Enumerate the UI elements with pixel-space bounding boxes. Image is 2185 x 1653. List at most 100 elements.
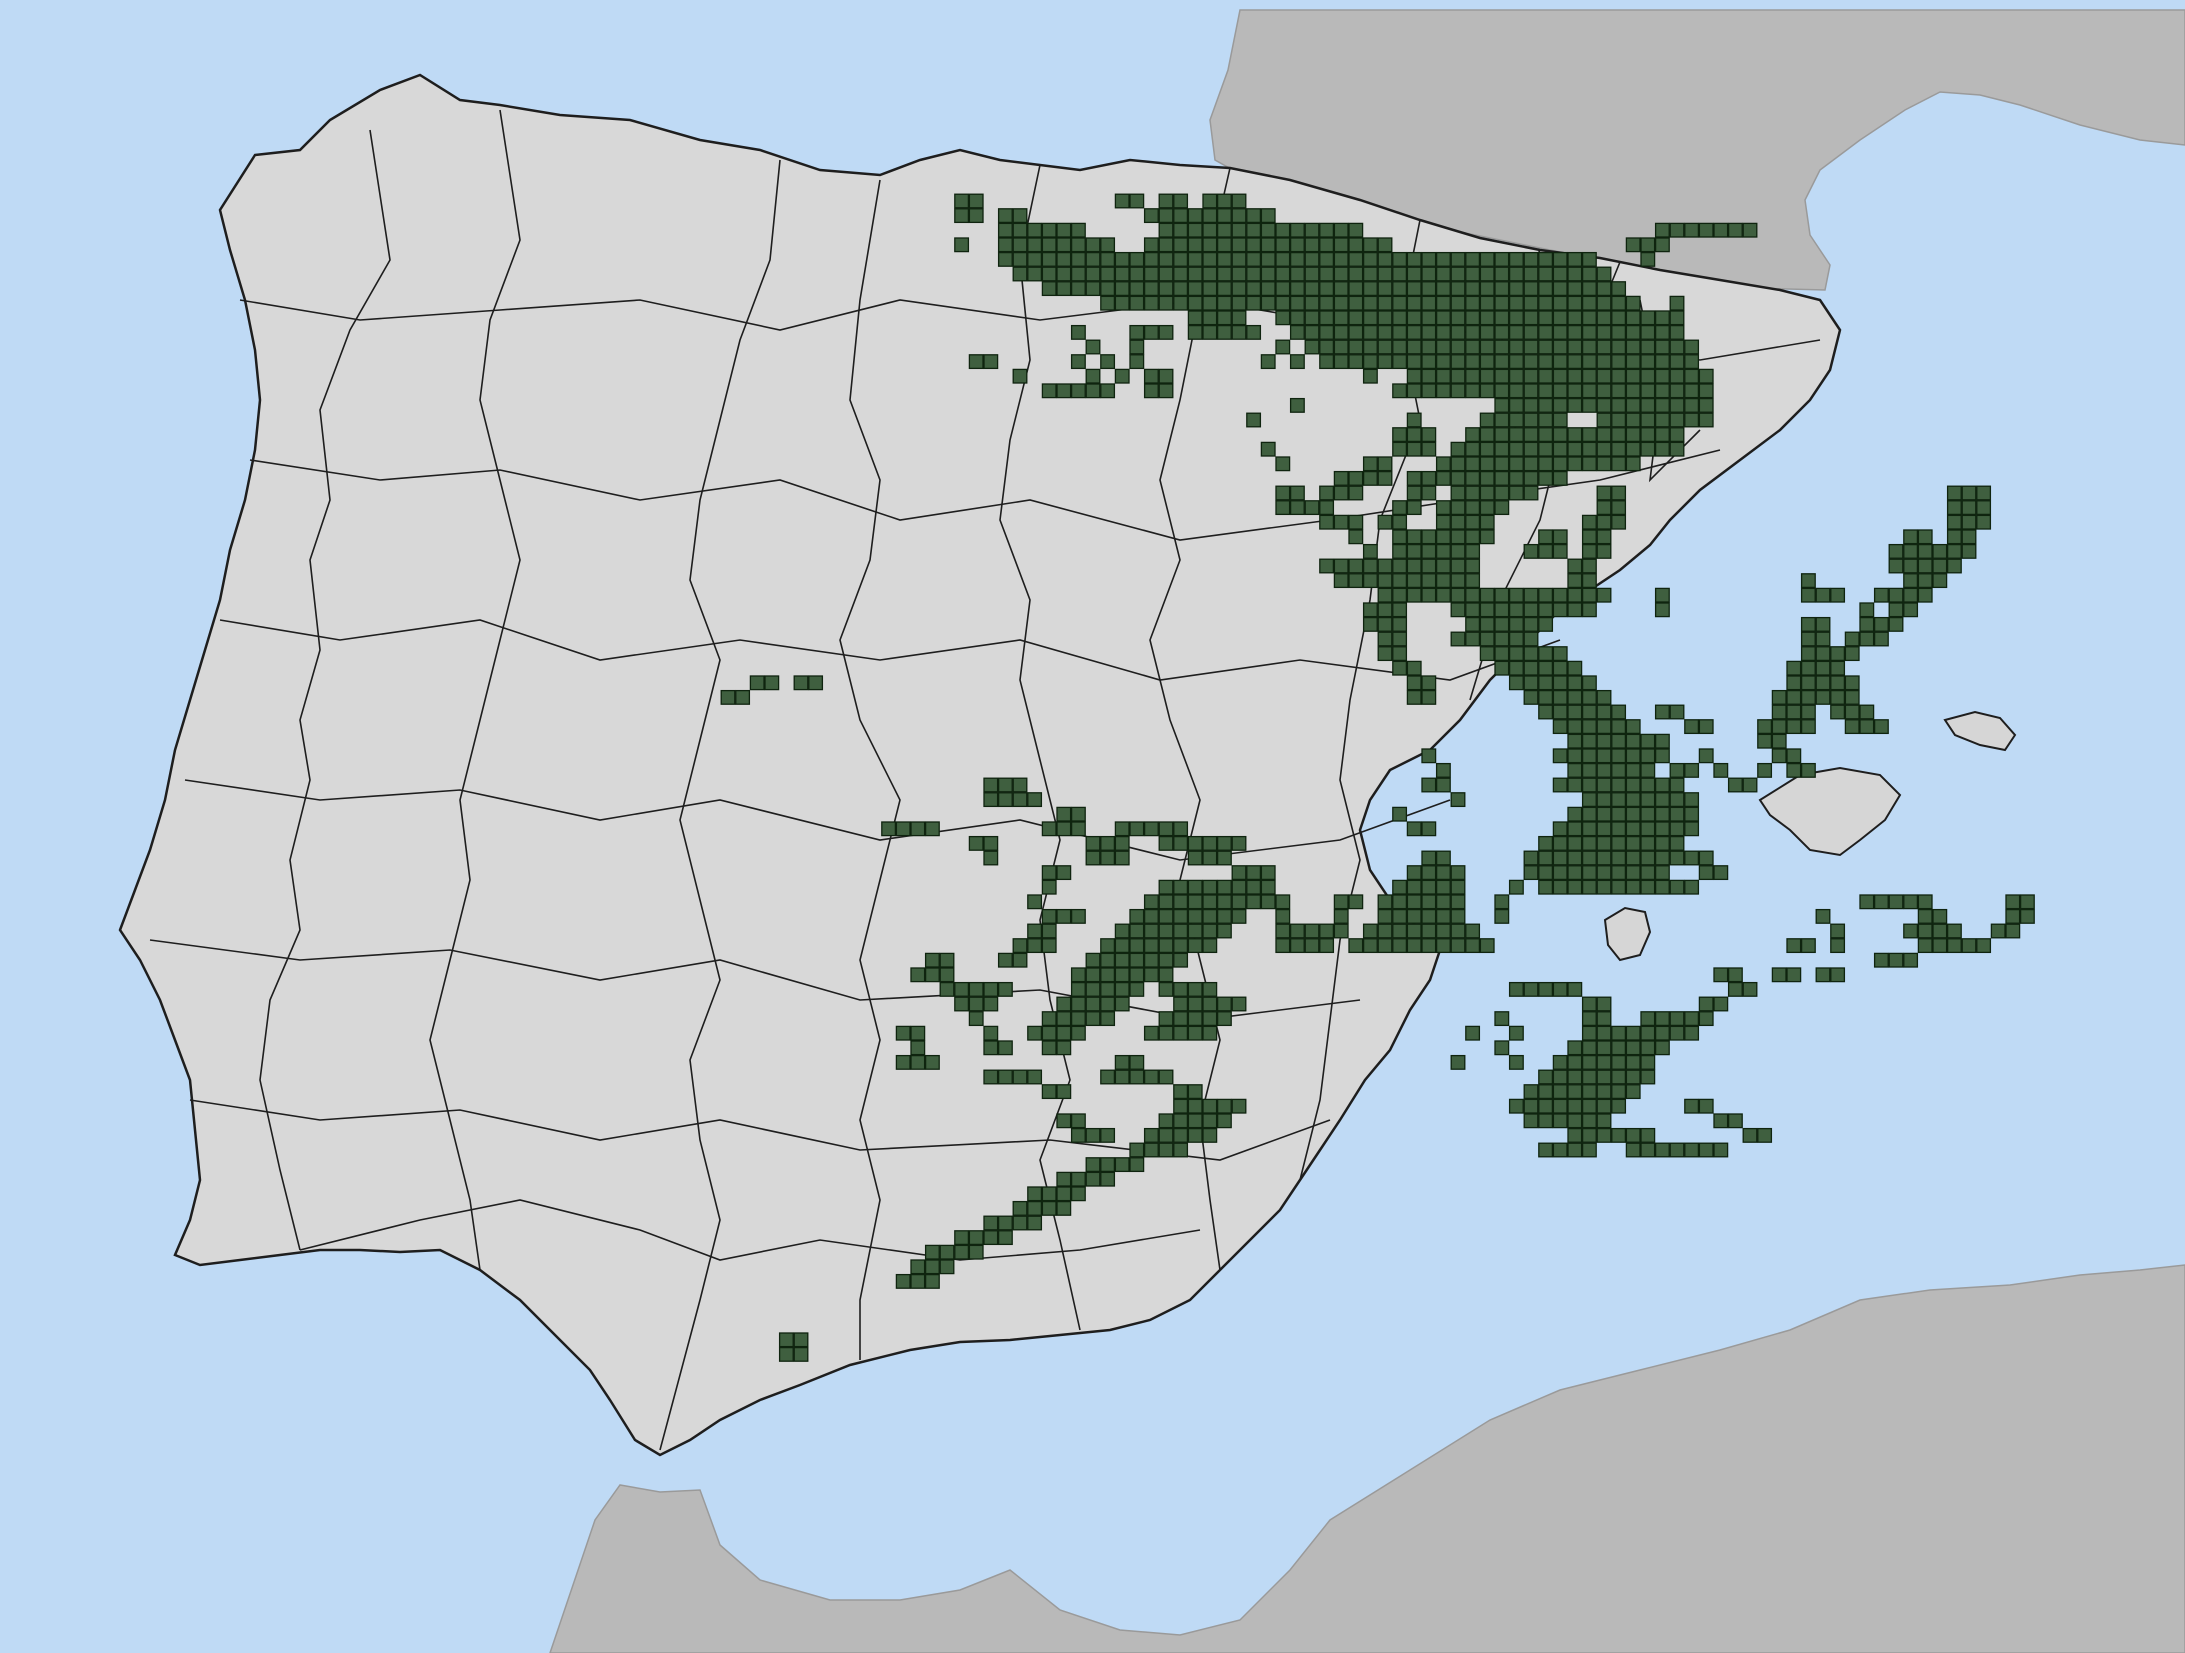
occurrence-cell <box>1173 835 1189 851</box>
occurrence-cell <box>1479 295 1495 311</box>
occurrence-cell <box>997 1040 1013 1056</box>
occurrence-cell <box>1698 397 1714 413</box>
occurrence-cell <box>1041 266 1057 282</box>
occurrence-cell <box>1611 427 1627 443</box>
occurrence-cell <box>1581 251 1597 267</box>
occurrence-cell <box>1202 266 1218 282</box>
occurrence-cell <box>1567 587 1583 603</box>
occurrence-cell <box>1202 281 1218 297</box>
occurrence-cell <box>1406 543 1422 559</box>
occurrence-cell <box>1246 266 1262 282</box>
occurrence-cell <box>1158 281 1174 297</box>
occurrence-cell <box>1392 514 1408 530</box>
occurrence-cell <box>1216 1098 1232 1114</box>
occurrence-cell <box>1275 923 1291 939</box>
occurrence-cell <box>1596 427 1612 443</box>
occurrence-cell <box>968 1011 984 1027</box>
occurrence-cell <box>1640 1142 1656 1158</box>
occurrence-cell <box>1377 923 1393 939</box>
occurrence-cell <box>1406 865 1422 881</box>
occurrence-cell <box>1581 821 1597 837</box>
occurrence-cell <box>1654 354 1670 370</box>
occurrence-cell <box>2019 894 2035 910</box>
occurrence-cell <box>1611 281 1627 297</box>
occurrence-cell <box>1581 748 1597 764</box>
occurrence-cell <box>1275 295 1291 311</box>
occurrence-cell <box>1056 1084 1072 1100</box>
occurrence-cell <box>1173 222 1189 238</box>
occurrence-cell <box>1406 938 1422 954</box>
occurrence-cell <box>1552 865 1568 881</box>
occurrence-cell <box>1231 295 1247 311</box>
occurrence-cell <box>1552 748 1568 764</box>
occurrence-cell <box>1917 543 1933 559</box>
occurrence-cell <box>1319 310 1335 326</box>
occurrence-cell <box>1713 1142 1729 1158</box>
occurrence-cell <box>1129 354 1145 370</box>
occurrence-cell <box>1640 1127 1656 1143</box>
occurrence-cell <box>1056 383 1072 399</box>
occurrence-cell <box>983 1040 999 1056</box>
occurrence-cell <box>1596 996 1612 1012</box>
occurrence-cell <box>1727 981 1743 997</box>
occurrence-cell <box>1377 573 1393 589</box>
occurrence-cell <box>1786 719 1802 735</box>
occurrence-cell <box>1158 193 1174 209</box>
occurrence-cell <box>1070 967 1086 983</box>
occurrence-cell <box>1348 222 1364 238</box>
occurrence-cell <box>1888 616 1904 632</box>
occurrence-cell <box>1392 441 1408 457</box>
occurrence-cell <box>1669 368 1685 384</box>
occurrence-cell <box>1173 251 1189 267</box>
occurrence-cell <box>1260 222 1276 238</box>
occurrence-cell <box>1479 427 1495 443</box>
occurrence-cell <box>1611 1084 1627 1100</box>
occurrence-cell <box>1654 383 1670 399</box>
occurrence-cell <box>1523 1098 1539 1114</box>
occurrence-cell <box>1129 981 1145 997</box>
occurrence-cell <box>1903 558 1919 574</box>
occurrence-cell <box>1085 967 1101 983</box>
occurrence-cell <box>1713 865 1729 881</box>
occurrence-cell <box>1027 1025 1043 1041</box>
occurrence-cell <box>1581 1069 1597 1085</box>
occurrence-cell <box>1070 1113 1086 1129</box>
occurrence-cell <box>1669 1142 1685 1158</box>
occurrence-cell <box>924 1273 940 1289</box>
occurrence-cell <box>1465 500 1481 516</box>
occurrence-cell <box>1581 806 1597 822</box>
occurrence-cell <box>1114 266 1130 282</box>
occurrence-cell <box>968 996 984 1012</box>
occurrence-cell <box>1538 1142 1554 1158</box>
occurrence-cell <box>1567 850 1583 866</box>
occurrence-cell <box>764 675 780 691</box>
occurrence-cell <box>1012 208 1028 224</box>
occurrence-cell <box>1465 485 1481 501</box>
occurrence-cell <box>1289 485 1305 501</box>
occurrence-cell <box>997 1069 1013 1085</box>
occurrence-cell <box>1654 222 1670 238</box>
occurrence-cell <box>1684 397 1700 413</box>
occurrence-cell <box>1552 646 1568 662</box>
occurrence-cell <box>1027 237 1043 253</box>
occurrence-cell <box>1640 748 1656 764</box>
occurrence-cell <box>1903 573 1919 589</box>
occurrence-cell <box>1362 456 1378 472</box>
occurrence-cell <box>1581 704 1597 720</box>
occurrence-cell <box>1246 251 1262 267</box>
occurrence-cell <box>1479 251 1495 267</box>
occurrence-cell <box>1216 310 1232 326</box>
occurrence-cell <box>1581 543 1597 559</box>
occurrence-cell <box>1581 762 1597 778</box>
occurrence-cell <box>1830 923 1846 939</box>
occurrence-cell <box>1027 1200 1043 1216</box>
occurrence-cell <box>1581 354 1597 370</box>
occurrence-cell <box>1625 821 1641 837</box>
occurrence-cell <box>1581 324 1597 340</box>
occurrence-cell <box>1246 865 1262 881</box>
occurrence-cell <box>1421 427 1437 443</box>
occurrence-cell <box>1552 777 1568 793</box>
occurrence-cell <box>1056 237 1072 253</box>
occurrence-cell <box>1187 938 1203 954</box>
occurrence-cell <box>1158 368 1174 384</box>
